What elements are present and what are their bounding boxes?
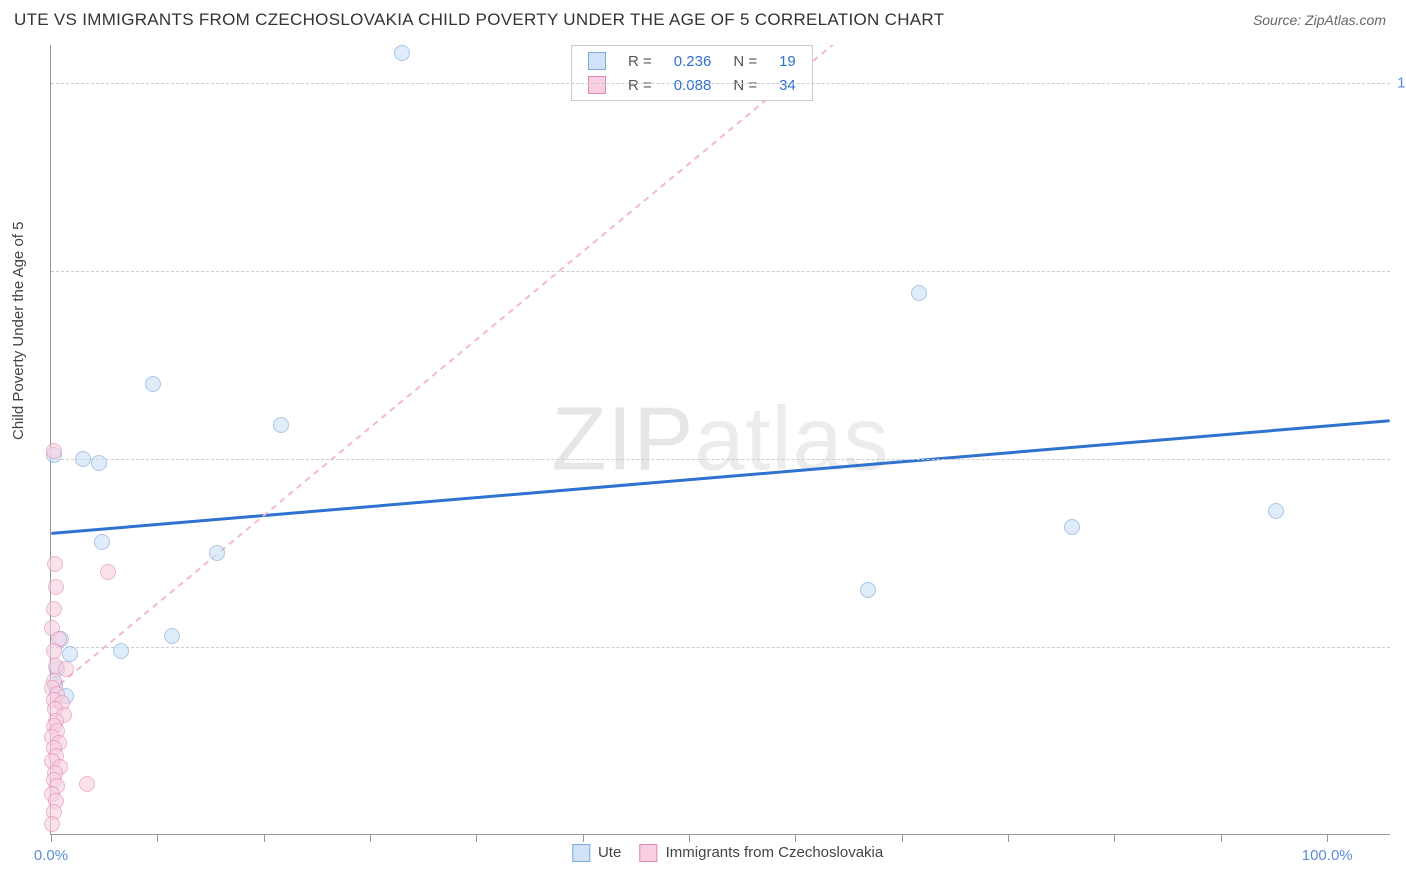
n-label: N = — [723, 50, 767, 72]
x-tick-label: 100.0% — [1302, 847, 1353, 864]
data-point — [91, 455, 107, 471]
gridline — [51, 271, 1390, 272]
czech-legend-label: Immigrants from Czechoslovakia — [666, 844, 884, 861]
x-tick — [689, 834, 690, 842]
legend-row: R =0.236N =19 — [578, 50, 806, 72]
ute-swatch — [572, 844, 590, 862]
data-point — [1268, 503, 1284, 519]
n-value: 34 — [769, 74, 806, 96]
data-point — [58, 661, 74, 677]
n-value: 19 — [769, 50, 806, 72]
x-tick — [1221, 834, 1222, 842]
legend-swatch — [588, 76, 606, 94]
legend-swatch — [588, 52, 606, 70]
plot-area: ZIPatlas R =0.236N =19R =0.088N =34 Ute … — [50, 45, 1390, 835]
y-tick-label: 100.0% — [1397, 74, 1406, 91]
r-value: 0.088 — [664, 74, 722, 96]
data-point — [46, 443, 62, 459]
x-tick — [370, 834, 371, 842]
data-point — [46, 601, 62, 617]
data-point — [44, 816, 60, 832]
data-point — [62, 646, 78, 662]
chart-title: UTE VS IMMIGRANTS FROM CZECHOSLOVAKIA CH… — [14, 10, 944, 30]
data-point — [75, 451, 91, 467]
data-point — [164, 628, 180, 644]
series-legend: Ute Immigrants from Czechoslovakia — [558, 844, 883, 862]
data-point — [1064, 519, 1080, 535]
watermark-bold: ZIP — [551, 389, 694, 489]
data-point — [46, 643, 62, 659]
x-tick — [902, 834, 903, 842]
x-tick — [1008, 834, 1009, 842]
data-point — [911, 285, 927, 301]
gridline — [51, 459, 1390, 460]
correlation-legend: R =0.236N =19R =0.088N =34 — [571, 45, 813, 101]
source-label: Source: ZipAtlas.com — [1253, 12, 1386, 28]
x-tick — [1327, 834, 1328, 842]
data-point — [145, 376, 161, 392]
n-label: N = — [723, 74, 767, 96]
r-label: R = — [618, 74, 662, 96]
chart-container: UTE VS IMMIGRANTS FROM CZECHOSLOVAKIA CH… — [0, 0, 1406, 892]
r-label: R = — [618, 50, 662, 72]
y-axis-label: Child Poverty Under the Age of 5 — [10, 222, 27, 440]
x-tick — [157, 834, 158, 842]
x-tick — [264, 834, 265, 842]
trend-lines — [51, 45, 1390, 834]
x-tick — [795, 834, 796, 842]
ute-legend-label: Ute — [598, 844, 621, 861]
data-point — [100, 564, 116, 580]
x-tick — [583, 834, 584, 842]
czech-swatch — [639, 844, 657, 862]
data-point — [394, 45, 410, 61]
watermark-thin: atlas — [694, 389, 889, 489]
x-tick-label: 0.0% — [34, 847, 68, 864]
data-point — [113, 643, 129, 659]
data-point — [94, 534, 110, 550]
watermark: ZIPatlas — [551, 388, 889, 491]
gridline — [51, 647, 1390, 648]
x-tick — [476, 834, 477, 842]
legend-row: R =0.088N =34 — [578, 74, 806, 96]
data-point — [209, 545, 225, 561]
data-point — [79, 776, 95, 792]
data-point — [47, 556, 63, 572]
x-tick — [1114, 834, 1115, 842]
gridline — [51, 83, 1390, 84]
data-point — [860, 582, 876, 598]
data-point — [273, 417, 289, 433]
data-point — [48, 579, 64, 595]
r-value: 0.236 — [664, 50, 722, 72]
x-tick — [51, 834, 52, 842]
